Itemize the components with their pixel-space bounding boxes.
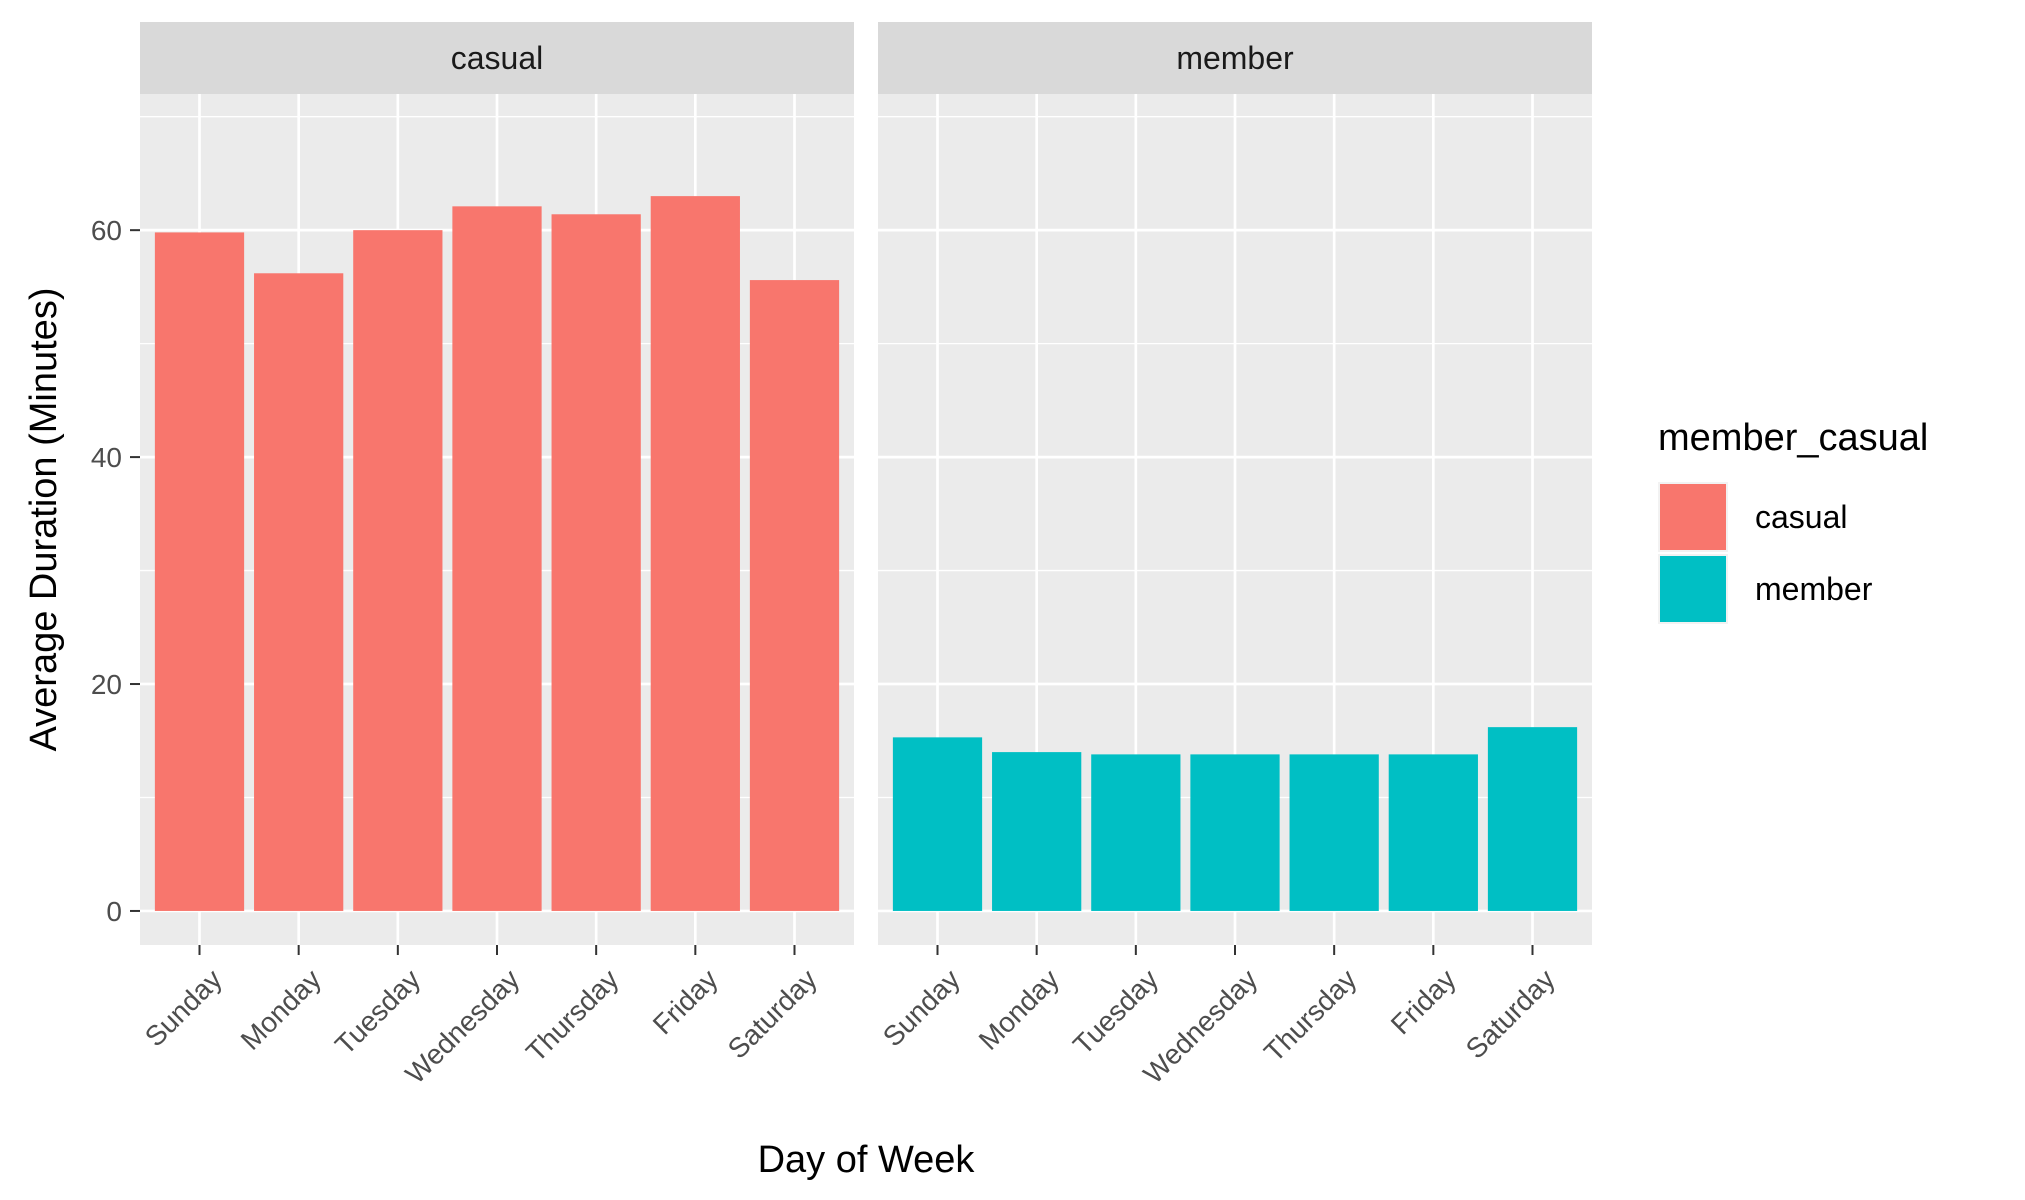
bar-casual-monday bbox=[254, 273, 344, 911]
legend-swatch-casual bbox=[1660, 484, 1726, 550]
x-tick-label: Tuesday bbox=[329, 963, 426, 1060]
y-axis-title: Average Duration (Minutes) bbox=[23, 288, 65, 752]
bar-casual-saturday bbox=[749, 280, 840, 911]
bar-casual-sunday bbox=[154, 232, 245, 911]
legend-label-casual: casual bbox=[1755, 499, 1848, 535]
facet-strip-label: member bbox=[1176, 40, 1294, 76]
legend-entries: casual member bbox=[1658, 482, 1873, 624]
bar-member-sunday bbox=[892, 737, 983, 911]
bar-casual-thursday bbox=[551, 214, 641, 911]
bar-member-saturday bbox=[1487, 727, 1578, 911]
bar-casual-friday bbox=[650, 196, 740, 911]
facet-strip bbox=[140, 22, 854, 94]
x-tick-label: Saturday bbox=[722, 963, 823, 1064]
legend: member_casual casual member bbox=[1658, 417, 1928, 624]
x-tick-label: Sunday bbox=[139, 963, 228, 1052]
y-tick-label: 60 bbox=[91, 215, 122, 246]
x-tick-label: Thursday bbox=[520, 963, 624, 1067]
x-tick-label: Sunday bbox=[877, 963, 966, 1052]
legend-swatch-member bbox=[1660, 556, 1726, 622]
bar-casual-tuesday bbox=[353, 230, 443, 911]
x-tick-label: Monday bbox=[973, 963, 1065, 1055]
x-tick-label: Monday bbox=[235, 963, 327, 1055]
y-tick-label: 20 bbox=[91, 669, 122, 700]
x-tick-label: Tuesday bbox=[1067, 963, 1164, 1060]
legend-title: member_casual bbox=[1658, 417, 1928, 459]
y-tick-label: 40 bbox=[91, 442, 122, 473]
x-tick-label: Thursday bbox=[1258, 963, 1362, 1067]
x-tick-label: Saturday bbox=[1460, 963, 1561, 1064]
x-tick-label: Friday bbox=[647, 963, 724, 1040]
y-axis: 0 20 40 60 bbox=[91, 215, 140, 927]
bar-member-monday bbox=[992, 752, 1082, 911]
bar-member-thursday bbox=[1289, 754, 1379, 911]
x-tick-label: Friday bbox=[1385, 963, 1462, 1040]
y-tick-label: 0 bbox=[106, 896, 122, 927]
x-axis-title: Day of Week bbox=[758, 1139, 976, 1181]
bar-member-wednesday bbox=[1190, 754, 1280, 911]
facet-strip bbox=[878, 22, 1592, 94]
bar-member-friday bbox=[1388, 754, 1478, 911]
bar-casual-wednesday bbox=[452, 206, 542, 911]
facet-strip-label: casual bbox=[451, 40, 544, 76]
bar-member-tuesday bbox=[1091, 754, 1181, 911]
legend-label-member: member bbox=[1755, 571, 1873, 607]
